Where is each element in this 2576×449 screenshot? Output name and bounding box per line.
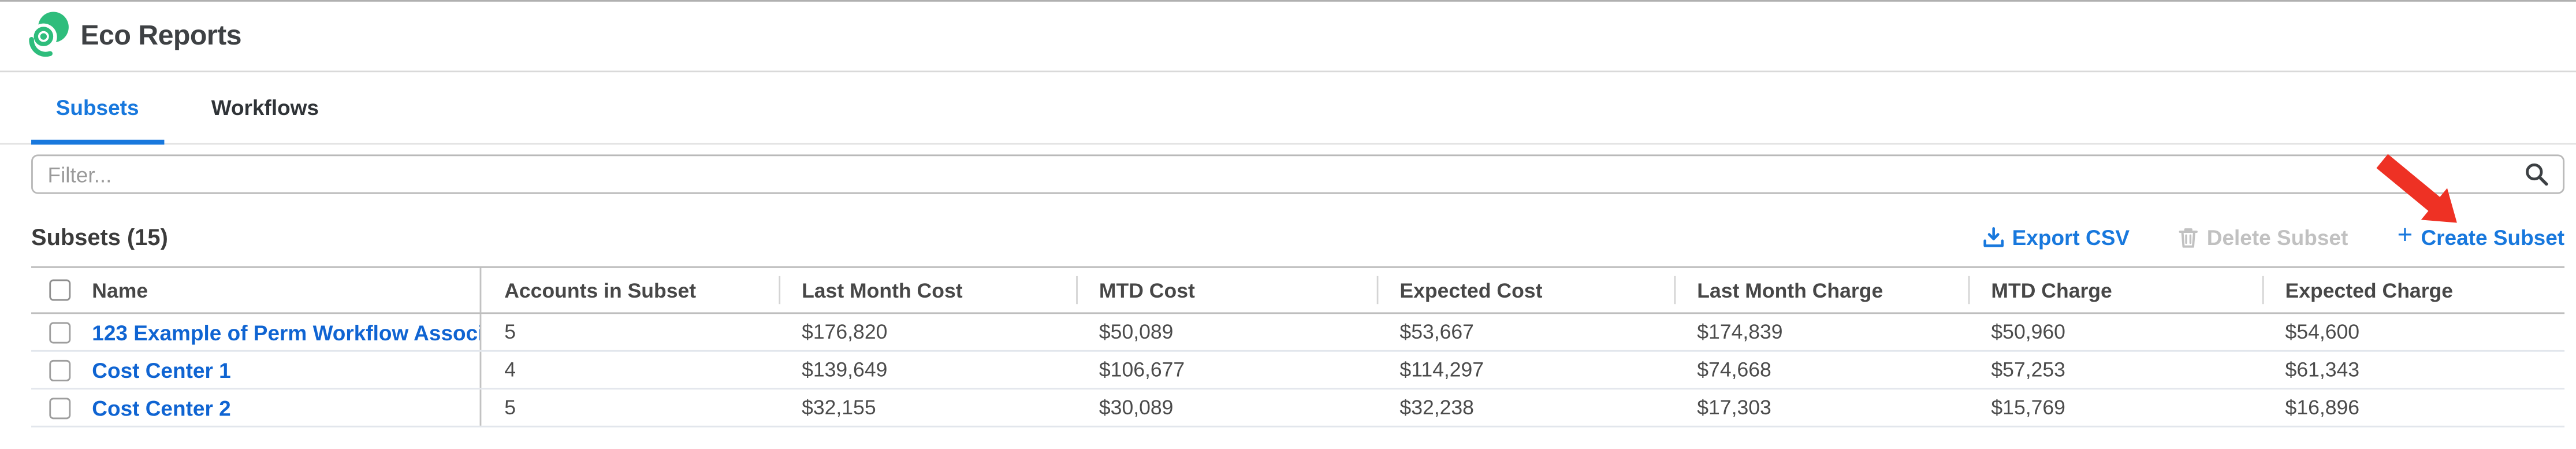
cell-mtd-cost: $106,677 xyxy=(1099,358,1185,381)
subsets-count-heading: Subsets (15) xyxy=(31,223,168,250)
cell-last-month-charge: $17,303 xyxy=(1697,396,1771,420)
export-csv-label: Export CSV xyxy=(2012,224,2130,249)
table-header-row: Name Accounts in Subset Last Month Cost … xyxy=(31,268,2565,314)
header-last-month-cost: Last Month Cost xyxy=(779,268,1076,313)
select-all-checkbox[interactable] xyxy=(49,279,71,301)
subset-name-link[interactable]: Cost Center 1 xyxy=(92,357,231,383)
export-csv-button[interactable]: Export CSV xyxy=(1982,224,2130,249)
cell-name: Cost Center 2 xyxy=(31,389,482,426)
cell-expected-charge: $54,600 xyxy=(2285,320,2360,344)
tab-subsets[interactable]: Subsets xyxy=(31,72,163,145)
cell-last-month-charge: $174,839 xyxy=(1697,320,1783,344)
filter-input[interactable] xyxy=(31,154,2565,194)
subset-name-link[interactable]: Cost Center 2 xyxy=(92,395,231,420)
row-checkbox[interactable] xyxy=(49,396,71,418)
download-icon xyxy=(1983,226,2004,247)
delete-subset-label: Delete Subset xyxy=(2206,224,2348,249)
header-mtd-charge: MTD Charge xyxy=(1968,268,2262,313)
table-row: Cost Center 2 5 $32,155 $30,089 $32,238 … xyxy=(31,389,2565,428)
table-row: 123 Example of Perm Workflow Association… xyxy=(31,314,2565,352)
header-accounts-in-subset: Accounts in Subset xyxy=(504,279,697,302)
app-header: Eco Reports xyxy=(0,2,2576,73)
cell-expected-cost: $53,667 xyxy=(1399,320,1474,344)
search-icon xyxy=(2526,163,2548,186)
filter-row xyxy=(31,154,2565,194)
subsets-table: Name Accounts in Subset Last Month Cost … xyxy=(31,266,2565,428)
cell-name: 123 Example of Perm Workflow Association xyxy=(31,314,482,350)
cell-last-month-cost: $176,820 xyxy=(802,320,888,344)
tab-workflows-label: Workflows xyxy=(211,95,319,120)
cell-expected-cost: $114,297 xyxy=(1399,358,1484,381)
cell-mtd-cost: $50,089 xyxy=(1099,320,1174,344)
cell-accounts: 4 xyxy=(504,358,516,381)
trash-icon xyxy=(2179,227,2198,247)
cell-mtd-charge: $57,253 xyxy=(1991,358,2065,381)
header-expected-charge: Expected Charge xyxy=(2262,268,2564,313)
header-name: Name xyxy=(31,268,482,313)
create-subset-button[interactable]: + Create Subset xyxy=(2397,221,2565,250)
cell-accounts: 5 xyxy=(504,320,516,344)
header-mtd-cost: MTD Cost xyxy=(1076,268,1377,313)
cell-last-month-cost: $32,155 xyxy=(802,396,876,420)
cell-accounts: 5 xyxy=(504,396,516,420)
tab-bar: Subsets Workflows xyxy=(0,72,2576,145)
row-checkbox[interactable] xyxy=(49,321,71,343)
row-checkbox[interactable] xyxy=(49,359,71,381)
cell-expected-cost: $32,238 xyxy=(1399,396,1474,420)
cell-mtd-charge: $50,960 xyxy=(1991,320,2065,344)
list-header: Subsets (15) Export CSV Delete Subset xyxy=(31,218,2564,255)
delete-subset-button[interactable]: Delete Subset xyxy=(2179,224,2348,249)
header-expected-cost: Expected Cost xyxy=(1376,268,1674,313)
page-title: Eco Reports xyxy=(80,20,241,51)
plus-icon: + xyxy=(2397,221,2413,250)
subset-name-link[interactable]: 123 Example of Perm Workflow Association xyxy=(92,320,479,344)
cell-name: Cost Center 1 xyxy=(31,351,482,388)
cell-last-month-charge: $74,668 xyxy=(1697,358,1771,381)
cell-expected-charge: $61,343 xyxy=(2285,358,2360,381)
cell-mtd-cost: $30,089 xyxy=(1099,396,1174,420)
cell-last-month-cost: $139,649 xyxy=(802,358,888,381)
cell-expected-charge: $16,896 xyxy=(2285,396,2360,420)
create-subset-label: Create Subset xyxy=(2421,224,2565,249)
actions-toolbar: Export CSV Delete Subset + Create Subset xyxy=(1982,221,2565,250)
header-last-month-charge: Last Month Charge xyxy=(1674,268,1968,313)
cell-mtd-charge: $15,769 xyxy=(1991,396,2065,420)
tab-workflows[interactable]: Workflows xyxy=(187,72,344,143)
tab-subsets-label: Subsets xyxy=(55,95,139,120)
table-row: Cost Center 1 4 $139,649 $106,677 $114,2… xyxy=(31,351,2565,390)
eco-logo-icon xyxy=(29,11,69,56)
